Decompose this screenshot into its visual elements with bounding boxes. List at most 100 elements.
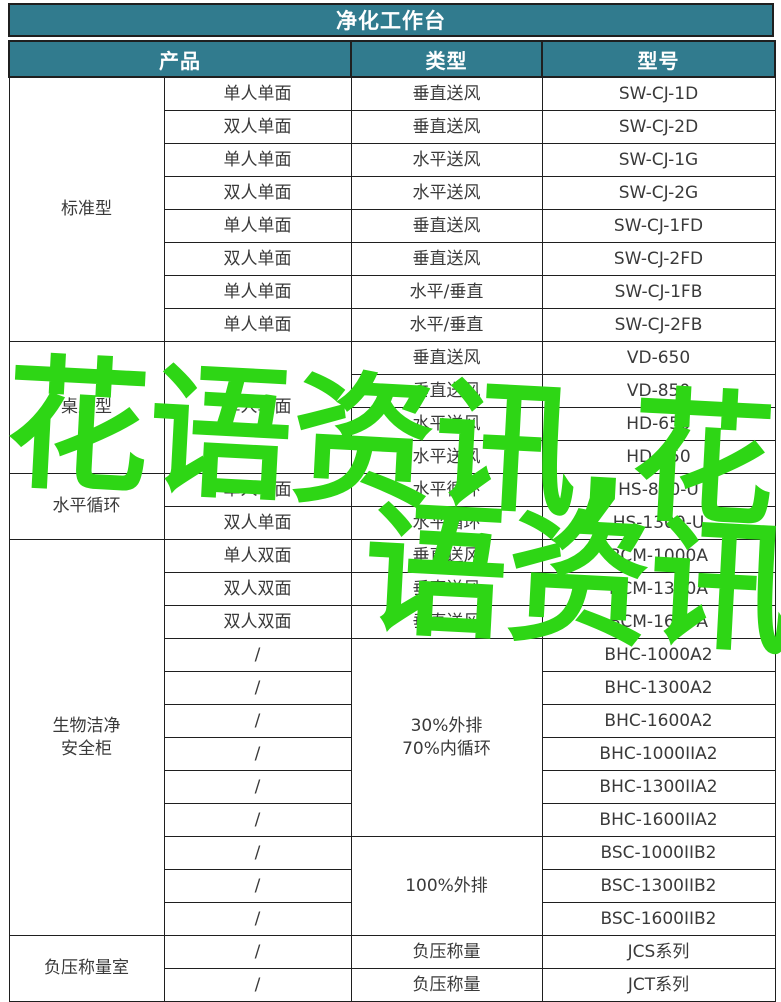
table-cell: 单人双面 bbox=[163, 539, 352, 573]
table-cell: 垂直送风 bbox=[350, 539, 543, 573]
table-cell: HS-1300-U bbox=[541, 506, 776, 540]
table-cell: 垂直送风 bbox=[350, 242, 543, 276]
table-row: 水平送风 HD-850 bbox=[9, 440, 776, 474]
table-row: 水平送风 HD-650 bbox=[9, 407, 776, 441]
table-row: 生物洁净 安全柜 单人双面 垂直送风 BCM-1000A bbox=[8, 539, 776, 936]
product-spec-table: 产品 类型 型号 标准型 单人单面 垂直送风 SW-CJ-1D 双人单面 垂直送风 SW-CJ-… bbox=[8, 40, 776, 1002]
table-cell: 垂直送风 bbox=[350, 374, 543, 408]
table-cell: 水平循环 bbox=[350, 473, 543, 507]
table-cell: 垂直送风 bbox=[350, 110, 543, 144]
table-cell: BSC-1300IIB2 bbox=[541, 869, 776, 903]
table-title: 净化工作台 bbox=[8, 3, 774, 37]
table-cell: 单人单面 bbox=[163, 76, 352, 111]
table-cell: 水平/垂直 bbox=[350, 308, 543, 342]
table-row: / BHC-1000IIA2 bbox=[9, 737, 776, 771]
column-header: 类型 bbox=[350, 40, 543, 78]
table-cell: 单人单面 bbox=[163, 308, 352, 342]
table-cell: BHC-1000A2 bbox=[541, 638, 776, 672]
table-body: 标准型 单人单面 垂直送风 SW-CJ-1D 双人单面 垂直送风 SW-CJ-2D 单人单面水… bbox=[8, 76, 776, 1002]
table-cell: HS-840-U bbox=[541, 473, 776, 507]
table-cell: / bbox=[163, 737, 352, 771]
table-cell: / bbox=[163, 770, 352, 804]
table-cell: SW-CJ-2D bbox=[541, 110, 776, 144]
table-cell: HD-850 bbox=[541, 440, 776, 474]
table-row: 负压称量室 / 负压称量 JCS系列 bbox=[8, 935, 776, 1002]
table-cell: / bbox=[163, 869, 352, 903]
table-cell: BCM-1000A bbox=[541, 539, 776, 573]
table-row: 垂直送风 VD-850 bbox=[9, 374, 776, 408]
table-cell: BSC-1600IIB2 bbox=[541, 902, 776, 936]
table-cell: BCM-1300A bbox=[541, 572, 776, 606]
group-cell: 桌上型 bbox=[8, 341, 165, 474]
table-cell: SW-CJ-2FD bbox=[541, 242, 776, 276]
table-row: 单人单面 水平/垂直 SW-CJ-2FB bbox=[9, 308, 776, 342]
table-cell: 双人单面 bbox=[163, 176, 352, 210]
table-cell: BHC-1000IIA2 bbox=[541, 737, 776, 771]
table-cell: 水平/垂直 bbox=[350, 275, 543, 309]
table-cell: SW-CJ-1FB bbox=[541, 275, 776, 309]
table-cell: 负压称量 bbox=[350, 968, 543, 1002]
table-cell: / bbox=[163, 803, 352, 837]
table-row: 双人双面 垂直送风 BCM-1300A bbox=[9, 572, 776, 606]
table-row: 单人单面 垂直送风 SW-CJ-1FD bbox=[9, 209, 776, 243]
table-cell: JCS系列 bbox=[541, 935, 776, 969]
table-row: / BSC-1600IIB2 bbox=[9, 902, 776, 936]
table-cell: / bbox=[163, 836, 352, 870]
table-cell: 双人单面 bbox=[163, 242, 352, 276]
table-cell: SW-CJ-1FD bbox=[541, 209, 776, 243]
table-cell: VD-650 bbox=[541, 341, 776, 375]
table-cell: BHC-1300IIA2 bbox=[541, 770, 776, 804]
table-cell: 单人单面 bbox=[163, 473, 352, 507]
table-cell: 负压称量 bbox=[350, 935, 543, 969]
table-row: / BHC-1600IIA2 bbox=[9, 803, 776, 837]
table-cell: / bbox=[163, 704, 352, 738]
table-row: / BSC-1300IIB2 bbox=[9, 869, 776, 903]
table-cell: 水平送风 bbox=[350, 440, 543, 474]
table-cell: / bbox=[163, 671, 352, 705]
table-header: 产品 类型 型号 bbox=[8, 40, 776, 78]
table-cell: 100%外排 bbox=[350, 836, 543, 936]
table-cell: 水平送风 bbox=[350, 407, 543, 441]
table-cell: 单人单面 bbox=[163, 341, 352, 474]
group-cell: 负压称量室 bbox=[8, 935, 165, 1002]
table-cell: 双人单面 bbox=[163, 110, 352, 144]
table-cell: 水平送风 bbox=[350, 176, 543, 210]
table-cell: / bbox=[163, 638, 352, 672]
table-cell: BHC-1600IIA2 bbox=[541, 803, 776, 837]
table-cell: BCM-1600A bbox=[541, 605, 776, 639]
table-cell: HD-650 bbox=[541, 407, 776, 441]
spec-sheet: 净化工作台 产品 类型 型号 标准型 单人单面 垂直送风 SW-CJ-1D 双人单面 垂直送风… bbox=[8, 3, 776, 1002]
group-cell: 水平循环 bbox=[8, 473, 165, 540]
table-cell: 单人单面 bbox=[163, 209, 352, 243]
group-cell: 生物洁净 安全柜 bbox=[8, 539, 165, 936]
table-row: 双人单面 水平送风 SW-CJ-2G bbox=[9, 176, 776, 210]
table-row: 双人单面 水平循环 HS-1300-U bbox=[9, 506, 776, 540]
table-row: 单人单面 水平送风 SW-CJ-1G bbox=[9, 143, 776, 177]
table-row: 单人单面 水平/垂直 SW-CJ-1FB bbox=[9, 275, 776, 309]
table-cell: BHC-1300A2 bbox=[541, 671, 776, 705]
table-cell: 30%外排 70%内循环 bbox=[350, 638, 543, 837]
table-cell: BSC-1000IIB2 bbox=[541, 836, 776, 870]
table-cell: 单人单面 bbox=[163, 275, 352, 309]
table-cell: BHC-1600A2 bbox=[541, 704, 776, 738]
table-cell: VD-850 bbox=[541, 374, 776, 408]
table-cell: SW-CJ-2G bbox=[541, 176, 776, 210]
table-cell: / bbox=[163, 968, 352, 1002]
column-header: 型号 bbox=[541, 40, 776, 78]
table-cell: 垂直送风 bbox=[350, 605, 543, 639]
table-row: 桌上型 单人单面 垂直送风 VD-650 bbox=[8, 341, 776, 474]
table-row: 标准型 单人单面 垂直送风 SW-CJ-1D bbox=[8, 76, 776, 342]
table-row: /100%外排 BSC-1000IIB2 bbox=[9, 836, 776, 936]
table-cell: 垂直送风 bbox=[350, 209, 543, 243]
table-cell: SW-CJ-1G bbox=[541, 143, 776, 177]
table-cell: 单人单面 bbox=[163, 143, 352, 177]
table-cell: 双人双面 bbox=[163, 605, 352, 639]
column-header: 产品 bbox=[8, 40, 352, 78]
table-row: 双人单面 垂直送风 SW-CJ-2FD bbox=[9, 242, 776, 276]
table-cell: 水平循环 bbox=[350, 506, 543, 540]
table-cell: 垂直送风 bbox=[350, 76, 543, 111]
table-cell: SW-CJ-2FB bbox=[541, 308, 776, 342]
table-cell: / bbox=[163, 902, 352, 936]
table-row: / BHC-1300A2 bbox=[9, 671, 776, 705]
table-cell: JCT系列 bbox=[541, 968, 776, 1002]
